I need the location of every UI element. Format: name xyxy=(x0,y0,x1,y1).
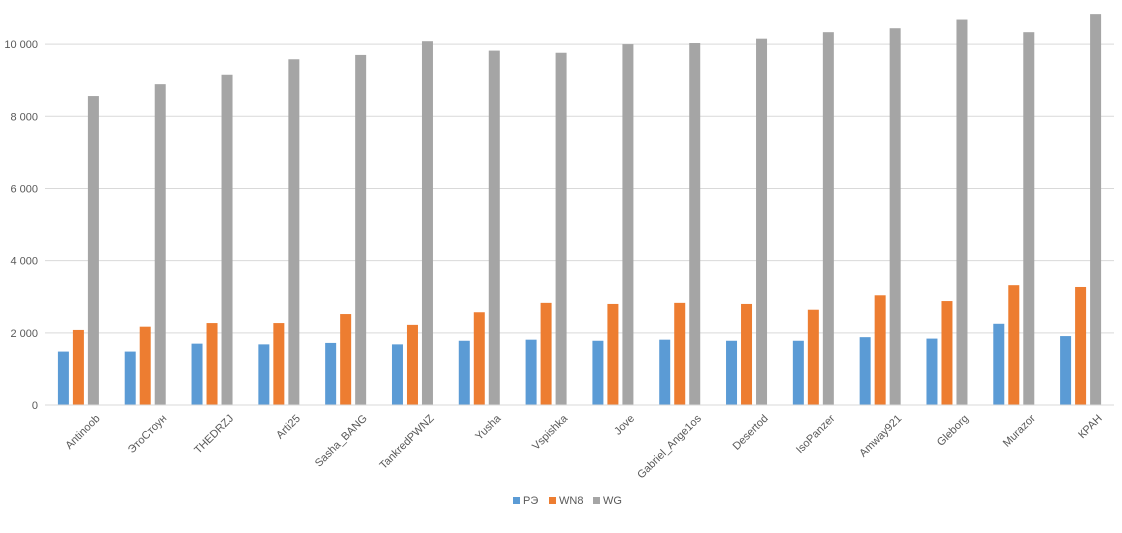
x-tick-label: TankredPWNZ xyxy=(378,412,437,471)
bar-wg xyxy=(756,38,768,405)
bar-wn8 xyxy=(72,329,84,405)
bar-wn8 xyxy=(1008,285,1020,405)
bar-wg xyxy=(154,84,166,405)
bar-wn8 xyxy=(540,302,552,405)
bar-рэ xyxy=(726,340,738,405)
legend-swatch-рэ xyxy=(513,497,520,504)
y-tick-label: 10 000 xyxy=(4,39,38,51)
y-tick-label: 0 xyxy=(32,400,38,412)
x-tick-label: Amway921 xyxy=(857,413,904,460)
bar-wg xyxy=(889,28,901,406)
bar-рэ xyxy=(124,351,136,405)
x-axis-labels: Antinoob ЭтоСтоун THEDRZJ Arti25 Sasha_BANG T… xyxy=(63,412,1104,481)
x-tick-label: ЭтоСтоун xyxy=(126,413,169,456)
legend: РЭ WN8 WG xyxy=(513,495,622,507)
x-tick-label: Arti25 xyxy=(274,413,303,442)
bar-рэ xyxy=(926,338,938,405)
bar-wn8 xyxy=(273,323,285,405)
bar-wg xyxy=(288,59,300,406)
bar-рэ xyxy=(592,340,604,405)
y-tick-label: 4 000 xyxy=(10,256,38,268)
x-tick-label: КРАН xyxy=(1076,413,1105,442)
bar-wg xyxy=(555,52,567,406)
bar-рэ xyxy=(325,342,337,405)
bar-wn8 xyxy=(607,303,619,405)
bar-wn8 xyxy=(406,324,418,405)
bar-wn8 xyxy=(874,295,886,405)
bar-рэ xyxy=(792,340,804,405)
bar-рэ xyxy=(659,339,671,405)
y-axis-ticks: 0 2 000 4 000 6 000 8 000 10 000 xyxy=(4,39,38,412)
bar-рэ xyxy=(391,344,403,405)
legend-label: WG xyxy=(603,495,622,507)
x-tick-label: THEDRZJ xyxy=(192,413,236,457)
y-tick-label: 2 000 xyxy=(10,328,38,340)
bar-wn8 xyxy=(206,323,218,405)
bar-рэ xyxy=(993,323,1005,405)
x-tick-label: IsoPanzer xyxy=(794,412,838,456)
bar-wg xyxy=(1023,32,1035,405)
x-tick-label: Antinoob xyxy=(63,413,102,452)
bar-wg xyxy=(421,41,433,405)
x-tick-label: Vspishka xyxy=(530,412,571,453)
x-tick-label: Murazor xyxy=(1001,412,1038,449)
legend-label: WN8 xyxy=(559,495,583,507)
bar-wg xyxy=(956,19,968,405)
bar-wn8 xyxy=(741,303,753,405)
bar-wn8 xyxy=(941,301,953,405)
x-tick-label: Sasha_BANG xyxy=(313,413,370,470)
bar-wg xyxy=(87,96,99,405)
bar-wg xyxy=(221,74,233,405)
bar-wg xyxy=(822,32,834,405)
bar-рэ xyxy=(57,351,69,405)
gridlines xyxy=(45,43,1114,334)
y-tick-label: 6 000 xyxy=(10,183,38,195)
bar-wn8 xyxy=(340,314,352,405)
bar-wg xyxy=(689,43,701,406)
y-tick-label: 8 000 xyxy=(10,111,38,123)
bar-рэ xyxy=(1060,336,1072,405)
legend-swatch-wg xyxy=(593,497,600,504)
x-tick-label: Gleborg xyxy=(935,413,971,449)
legend-swatch-wn8 xyxy=(549,497,556,504)
bar-wn8 xyxy=(139,326,151,405)
bar-wn8 xyxy=(1075,286,1087,405)
bar-wn8 xyxy=(807,309,819,405)
x-tick-label: Yusha xyxy=(473,412,504,443)
x-tick-label: Gabriel_Ange1os xyxy=(635,412,704,481)
bar-рэ xyxy=(859,337,871,405)
bar-рэ xyxy=(525,339,537,405)
bar-wn8 xyxy=(473,312,485,405)
bar-рэ xyxy=(458,340,470,405)
bar-wg xyxy=(1090,14,1102,405)
legend-label: РЭ xyxy=(523,495,538,507)
bar-рэ xyxy=(191,343,203,405)
bars xyxy=(57,14,1102,406)
bar-wg xyxy=(355,54,367,405)
bar-wg xyxy=(488,50,500,405)
bar-wn8 xyxy=(674,302,686,405)
x-tick-label: Desertod xyxy=(731,413,771,453)
x-tick-label: Jove xyxy=(612,413,637,438)
bar-wg xyxy=(622,44,634,405)
bar-рэ xyxy=(258,344,270,405)
